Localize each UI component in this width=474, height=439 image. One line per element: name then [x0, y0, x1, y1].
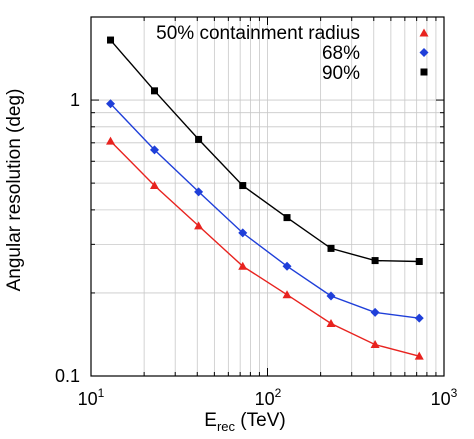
- legend-label-68: 68%: [322, 43, 360, 64]
- y-tick-label: 1: [70, 90, 80, 110]
- data-point: [150, 181, 160, 190]
- series-2: [107, 36, 423, 265]
- data-point: [370, 307, 380, 317]
- legend-entry-50: 50% containment radius: [156, 23, 429, 44]
- legend-label-90: 90%: [322, 63, 360, 84]
- x-axis-title-main: E: [204, 410, 217, 431]
- y-axis-title: Angular resolution (deg): [4, 89, 25, 292]
- legend-marker-diamond: [419, 48, 429, 57]
- data-point: [283, 214, 291, 222]
- series-line: [109, 39, 420, 263]
- data-point: [414, 313, 424, 323]
- grid-lines: [91, 17, 444, 376]
- data-point: [415, 257, 423, 265]
- data-point: [239, 182, 247, 190]
- data-point: [194, 221, 204, 230]
- series-1: [106, 99, 424, 323]
- data-point: [151, 87, 159, 95]
- data-point: [282, 290, 292, 299]
- x-axis-title-unit: (TeV): [235, 410, 286, 431]
- data-point: [370, 340, 380, 349]
- data-point: [106, 136, 116, 145]
- x-tick-label: 102: [255, 386, 282, 409]
- x-tick-label: 101: [78, 386, 105, 409]
- legend-label-50: 50% containment radius: [156, 23, 360, 44]
- data-point: [371, 257, 379, 265]
- data-point: [238, 228, 248, 238]
- data-point: [194, 187, 204, 197]
- data-series: [106, 36, 424, 360]
- data-point: [326, 318, 336, 327]
- x-axis-title-subscript: rec: [217, 419, 236, 434]
- y-tick-label: 0.1: [55, 366, 80, 386]
- legend: 50% containment radius 68% 90%: [156, 23, 429, 84]
- legend-marker-triangle: [419, 28, 429, 37]
- data-point: [327, 244, 335, 252]
- data-point: [150, 145, 160, 155]
- axis-ticks: [90, 16, 445, 377]
- legend-marker-square: [420, 68, 428, 76]
- x-tick-labels: 101 102 103: [78, 386, 458, 409]
- x-axis-title: Erec (TeV): [204, 410, 285, 434]
- legend-entry-68: 68%: [322, 43, 429, 64]
- series-line: [109, 103, 420, 319]
- data-point: [326, 291, 336, 301]
- data-point: [414, 351, 424, 360]
- series-line: [110, 140, 420, 357]
- x-tick-label: 103: [431, 386, 458, 409]
- series-0: [106, 136, 424, 360]
- legend-entry-90: 90%: [322, 63, 428, 84]
- data-point: [106, 99, 116, 109]
- y-tick-labels: 0.1 1: [55, 90, 80, 386]
- data-point: [195, 135, 203, 143]
- data-point: [238, 261, 248, 270]
- data-point: [282, 261, 292, 271]
- data-point: [107, 36, 115, 44]
